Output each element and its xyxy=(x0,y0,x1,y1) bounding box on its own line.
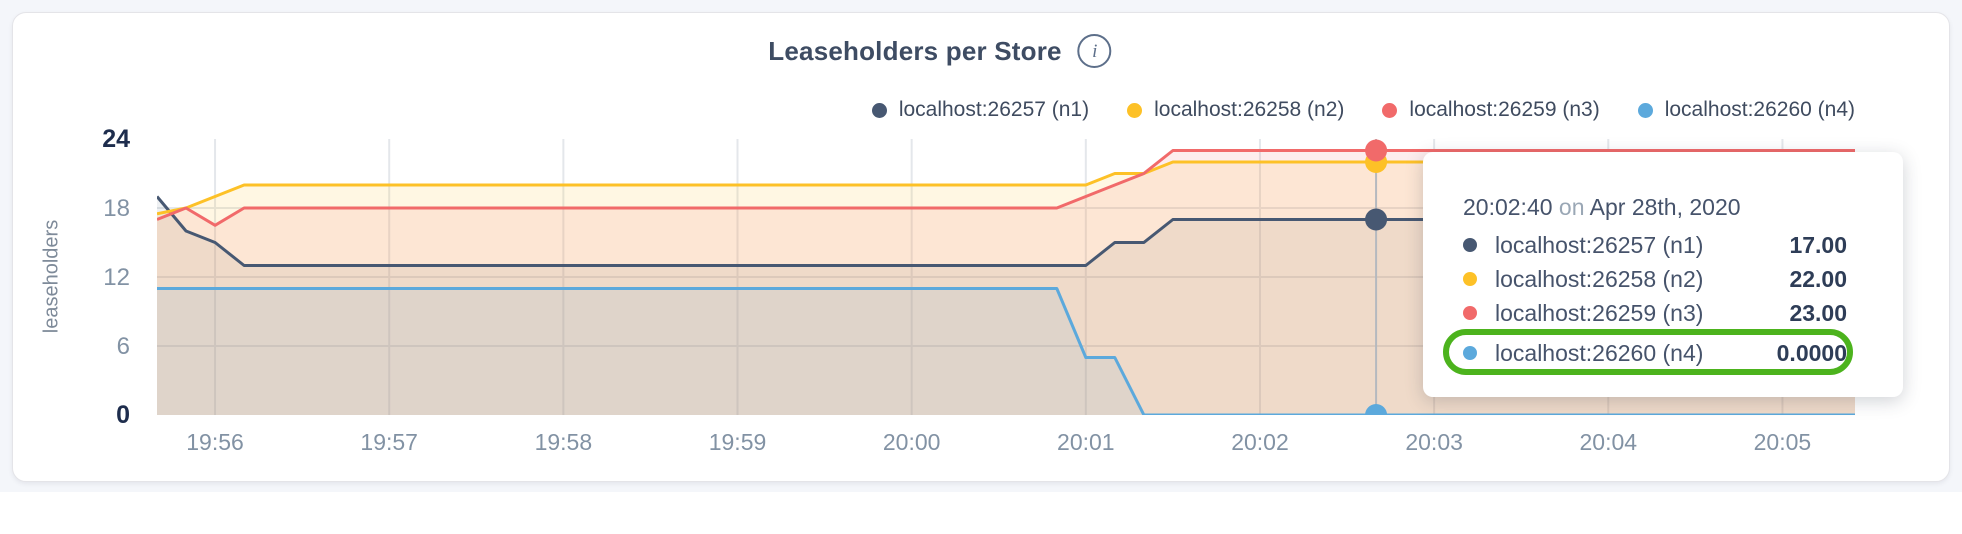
legend-item[interactable]: localhost:26259 (n3) xyxy=(1382,98,1600,122)
chart-header: Leaseholders per Store i xyxy=(768,34,1112,68)
y-tick-label: 0 xyxy=(116,401,130,429)
x-tick-label: 19:56 xyxy=(186,429,244,455)
tooltip-series-name: localhost:26257 (n1) xyxy=(1495,231,1704,258)
line-n2 xyxy=(157,160,1855,216)
legend-dot-icon xyxy=(1127,102,1143,118)
tooltip-series-value: 23.00 xyxy=(1789,299,1847,326)
legend-dot-icon xyxy=(1382,102,1398,118)
x-tick-label: 20:05 xyxy=(1754,429,1812,455)
tooltip-row: localhost:26259 (n3) 23.00 xyxy=(1463,296,1847,330)
tooltip-series-value: 22.00 xyxy=(1789,265,1847,292)
series-lines xyxy=(157,149,1855,415)
tooltip-series-dot-icon xyxy=(1463,272,1477,286)
legend-label: localhost:26259 (n3) xyxy=(1409,98,1600,121)
y-tick-label: 18 xyxy=(103,195,130,222)
x-tick-label: 20:02 xyxy=(1231,429,1289,455)
crosshair xyxy=(1365,139,1388,415)
area-n4 xyxy=(157,288,1855,415)
tooltip-time: 20:02:40 xyxy=(1463,194,1553,220)
x-tick-label: 19:57 xyxy=(360,429,418,455)
tooltip-series-name: localhost:26259 (n3) xyxy=(1495,299,1704,326)
legend-item[interactable]: localhost:26257 (n1) xyxy=(871,98,1090,122)
tooltip-row: localhost:26260 (n4) 0.0000 xyxy=(1463,336,1847,370)
legend-item[interactable]: localhost:26260 (n4) xyxy=(1637,98,1855,122)
legend-label: localhost:26260 (n4) xyxy=(1664,98,1855,121)
legend-item[interactable]: localhost:26258 (n2) xyxy=(1127,98,1344,122)
hover-tooltip: 20:02:40 on Apr 28th, 2020 localhost:262… xyxy=(1423,152,1903,397)
tooltip-date: Apr 28th, 2020 xyxy=(1589,194,1741,220)
tooltip-series-name: localhost:26260 (n4) xyxy=(1495,339,1704,366)
y-tick-label: 6 xyxy=(117,333,130,360)
tooltip-series-value: 17.00 xyxy=(1789,231,1847,258)
legend-dot-icon xyxy=(1637,102,1653,118)
line-n1 xyxy=(157,195,1855,267)
legend: localhost:26257 (n1) localhost:26258 (n2)… xyxy=(871,98,1855,122)
x-tick-label: 20:00 xyxy=(883,429,941,455)
tooltip-series-dot-icon xyxy=(1463,238,1477,252)
hover-dot-n4 xyxy=(1365,404,1388,415)
x-tick-label: 19:58 xyxy=(535,429,593,455)
tooltip-row: localhost:26258 (n2) 22.00 xyxy=(1463,262,1847,296)
x-tick-label: 20:04 xyxy=(1580,429,1638,455)
x-tick-label: 20:01 xyxy=(1057,429,1115,455)
tooltip-rows: localhost:26257 (n1) 17.00 localhost:26258… xyxy=(1463,228,1847,370)
hover-dot-n1 xyxy=(1365,208,1388,231)
info-icon[interactable]: i xyxy=(1077,34,1112,68)
tooltip-row: localhost:26257 (n1) 17.00 xyxy=(1463,228,1847,262)
x-tick-label: 19:59 xyxy=(709,429,767,455)
line-n3 xyxy=(157,149,1855,227)
line-n4 xyxy=(157,287,1855,415)
y-tick-label: 12 xyxy=(103,264,130,291)
legend-dot-icon xyxy=(871,102,887,118)
chart-title: Leaseholders per Store xyxy=(768,35,1062,66)
x-tick-label: 20:03 xyxy=(1405,429,1463,455)
y-tick-label: 24 xyxy=(102,125,130,153)
tooltip-on-word: on xyxy=(1558,194,1585,220)
tooltip-series-dot-icon xyxy=(1463,306,1477,320)
tooltip-series-dot-icon xyxy=(1463,346,1477,360)
hover-dot-n3 xyxy=(1365,139,1388,162)
tooltip-series-name: localhost:26258 (n2) xyxy=(1495,265,1704,292)
tooltip-series-value: 0.0000 xyxy=(1776,339,1847,366)
legend-label: localhost:26258 (n2) xyxy=(1154,98,1345,121)
legend-label: localhost:26257 (n1) xyxy=(898,98,1090,121)
tooltip-header: 20:02:40 on Apr 28th, 2020 xyxy=(1463,194,1741,221)
